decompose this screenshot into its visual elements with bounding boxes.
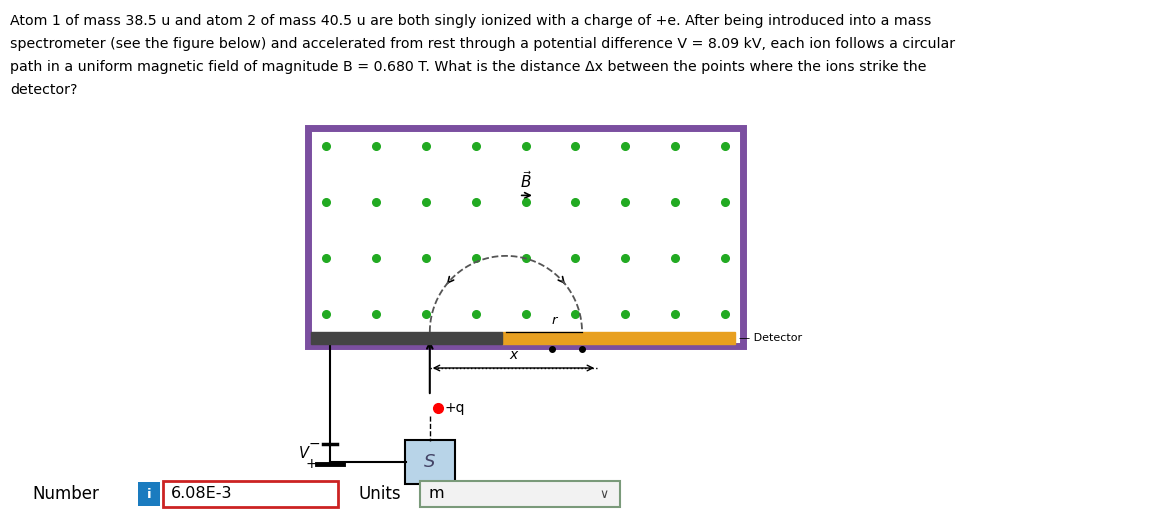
Text: — Detector: — Detector — [738, 333, 802, 343]
Text: Number: Number — [32, 485, 99, 503]
Text: x: x — [509, 348, 517, 362]
Text: spectrometer (see the figure below) and accelerated from rest through a potentia: spectrometer (see the figure below) and … — [10, 37, 955, 51]
Bar — [308, 128, 743, 346]
Text: −: − — [309, 437, 320, 451]
Text: r: r — [552, 314, 558, 327]
Bar — [162, 481, 338, 507]
Text: path in a uniform magnetic field of magnitude B = 0.680 T. What is the distance : path in a uniform magnetic field of magn… — [10, 60, 926, 74]
Text: detector?: detector? — [10, 83, 77, 97]
FancyBboxPatch shape — [404, 440, 455, 484]
Text: +q: +q — [445, 401, 465, 415]
Text: +: + — [305, 457, 317, 471]
Text: i: i — [146, 487, 151, 501]
Text: S: S — [424, 453, 435, 471]
Text: Atom 1 of mass 38.5 u and atom 2 of mass 40.5 u are both singly ionized with a c: Atom 1 of mass 38.5 u and atom 2 of mass… — [10, 14, 931, 28]
Text: m: m — [429, 486, 444, 502]
Text: Units: Units — [358, 485, 401, 503]
Text: V: V — [300, 447, 309, 461]
Bar — [420, 481, 620, 507]
Bar — [311, 332, 501, 344]
Bar — [138, 482, 160, 506]
Text: $\vec{B}$: $\vec{B}$ — [520, 171, 532, 191]
Text: 6.08E-3: 6.08E-3 — [170, 486, 233, 502]
Bar — [501, 332, 735, 344]
Text: ∨: ∨ — [599, 487, 608, 501]
